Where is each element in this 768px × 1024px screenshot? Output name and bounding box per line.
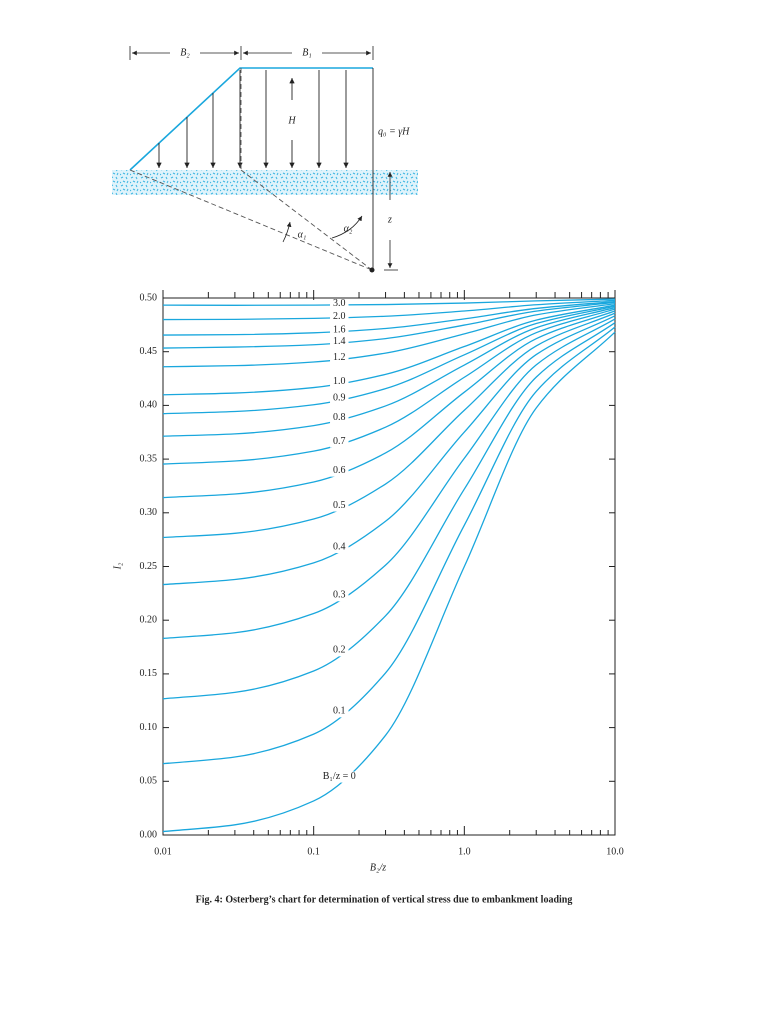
curve-label-bg xyxy=(330,298,349,310)
curve-label-bg xyxy=(330,436,349,448)
curve-label-bg xyxy=(330,336,349,348)
curve-label: 0.7 xyxy=(333,436,346,447)
curve-label-bg xyxy=(330,325,349,337)
y-tick-label: 0.35 xyxy=(140,453,158,464)
y-tick-label: 0.05 xyxy=(140,776,158,787)
curve-label: 0.3 xyxy=(333,590,346,601)
curve xyxy=(162,306,616,437)
x-tick-label: 1.0 xyxy=(458,846,471,857)
curve xyxy=(162,322,616,700)
label-b2: B₂ xyxy=(180,47,190,58)
curve-label: 0.2 xyxy=(333,645,346,656)
angle-arc xyxy=(331,215,363,239)
curve xyxy=(162,310,616,499)
curve-label: 1.6 xyxy=(333,325,346,336)
x-tick-label: 10.0 xyxy=(606,846,624,857)
plot-frame xyxy=(162,297,616,836)
y-tick-label: 0.00 xyxy=(140,829,158,840)
curve-label-bg xyxy=(330,465,349,477)
curve xyxy=(162,326,616,765)
embankment-outline xyxy=(129,67,373,171)
y-tick-label: 0.45 xyxy=(140,346,158,357)
curve xyxy=(162,304,616,396)
curve-label-bg xyxy=(330,393,349,405)
curve xyxy=(162,305,616,415)
label-h: H xyxy=(287,115,296,126)
soil-layer xyxy=(112,170,418,195)
curve-label: 0.9 xyxy=(333,392,346,403)
curve xyxy=(162,299,616,321)
curve-label: 1.4 xyxy=(333,336,346,347)
curve-label-bg xyxy=(330,542,349,554)
curve-label-bg xyxy=(330,706,349,718)
curve xyxy=(162,300,616,336)
y-tick-label: 0.30 xyxy=(140,507,158,518)
curve-label-bg xyxy=(330,412,349,424)
curve xyxy=(162,308,616,465)
curve xyxy=(162,298,616,306)
curve-label: 3.0 xyxy=(333,298,346,309)
curve-label-bg xyxy=(319,771,359,783)
label-alpha2: α₂ xyxy=(344,223,353,234)
x-axis-label: B₂/z xyxy=(370,862,386,873)
y-tick-label: 0.25 xyxy=(140,561,158,572)
curve-label: B₁/z = 0 xyxy=(323,771,356,782)
curve-label: 0.4 xyxy=(333,541,346,552)
label-alpha1: α₁ xyxy=(298,229,307,240)
curve xyxy=(162,318,616,640)
curve-label-bg xyxy=(330,500,349,512)
embankment-diagram: B₂ B₁ H q₀ = γH α₁ α₂ z xyxy=(112,46,418,273)
plot: 0.00 0.05 0.10 0.15 0.20 0.25 0.30 0.35 0.40 0.45… xyxy=(140,290,624,857)
curve xyxy=(162,331,616,833)
curve-label: 1.2 xyxy=(333,352,346,363)
y-tick-label: 0.20 xyxy=(140,614,158,625)
curve-label: 2.0 xyxy=(333,311,346,322)
curve-label-bg xyxy=(330,590,349,602)
curve-label-bg xyxy=(330,311,349,323)
y-tick-label: 0.40 xyxy=(140,400,158,411)
curve xyxy=(162,315,616,586)
caption: Fig. 4: Osterberg’s chart for determinat… xyxy=(196,894,573,905)
label-b1: B₁ xyxy=(302,47,312,58)
y-tick-label: 0.50 xyxy=(140,292,158,303)
curve xyxy=(162,301,616,349)
y-axis-label: I₂ xyxy=(112,562,123,570)
curve-label-bg xyxy=(330,645,349,657)
curve-label: 0.8 xyxy=(333,412,346,423)
load-arrows xyxy=(156,70,349,168)
curve-label: 1.0 xyxy=(333,376,346,387)
y-tick-label: 0.15 xyxy=(140,668,158,679)
curve xyxy=(162,312,616,539)
label-z: z xyxy=(387,214,392,225)
curve-label: 0.5 xyxy=(333,500,346,511)
angle-arc xyxy=(282,221,292,243)
x-tick-label: 0.01 xyxy=(154,846,172,857)
curve-label: 0.1 xyxy=(333,706,346,717)
curve-label: 0.6 xyxy=(333,465,346,476)
point xyxy=(369,267,375,273)
y-tick-label: 0.10 xyxy=(140,722,158,733)
label-load: q₀ = γH xyxy=(378,126,410,137)
dashed-lines xyxy=(129,68,373,271)
curve-label-bg xyxy=(330,376,349,388)
x-tick-label: 0.1 xyxy=(307,846,320,857)
curve-label-bg xyxy=(330,352,349,364)
curve xyxy=(162,302,616,368)
